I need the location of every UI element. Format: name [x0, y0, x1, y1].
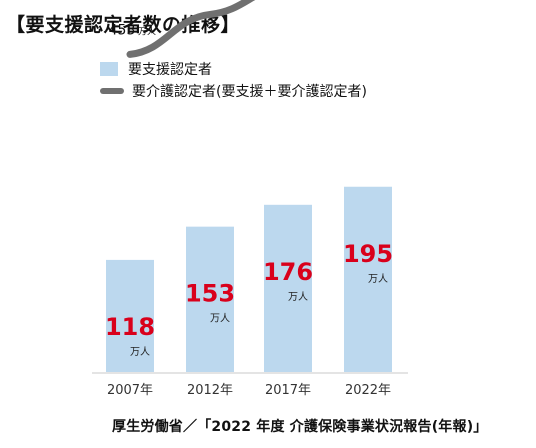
- source-note: 厚生労働省／「2022 年度 介護保険事業状況報告(年報)」: [112, 419, 488, 435]
- legend: 要支援認定者 要介護認定者(要支援＋要介護認定者): [100, 58, 367, 102]
- bar: [264, 204, 312, 372]
- x-tick-label: 2007年: [107, 383, 153, 398]
- bar-unit-label: 万人: [130, 346, 150, 358]
- bar-value-label: 118: [105, 313, 155, 341]
- x-tick-label: 2017年: [265, 383, 311, 398]
- series-line: [126, 0, 256, 58]
- legend-label-bar: 要支援認定者: [128, 62, 212, 78]
- legend-swatch-bar: [100, 62, 118, 76]
- bar-value-label: 153: [185, 280, 235, 308]
- legend-item-bar: 要支援認定者: [100, 58, 367, 80]
- legend-label-line: 要介護認定者(要支援＋要介護認定者): [132, 84, 367, 100]
- bar-value-label: 195: [343, 240, 393, 268]
- legend-swatch-line: [100, 88, 124, 94]
- x-tick-label: 2012年: [187, 383, 233, 398]
- bar-value-label: 176: [263, 258, 313, 286]
- bar: [186, 226, 234, 372]
- bar: [344, 186, 392, 372]
- chart-title: 【要支援認定者数の推移】: [6, 14, 241, 36]
- bar: [106, 259, 154, 372]
- bar-unit-label: 万人: [368, 273, 388, 285]
- line-value-label: 453: [109, 22, 136, 38]
- x-tick-label: 2022年: [345, 383, 391, 398]
- legend-item-line: 要介護認定者(要支援＋要介護認定者): [100, 80, 367, 102]
- bar-unit-label: 万人: [210, 313, 230, 325]
- line-unit-label: 万人: [138, 26, 156, 37]
- bar-unit-label: 万人: [288, 291, 308, 303]
